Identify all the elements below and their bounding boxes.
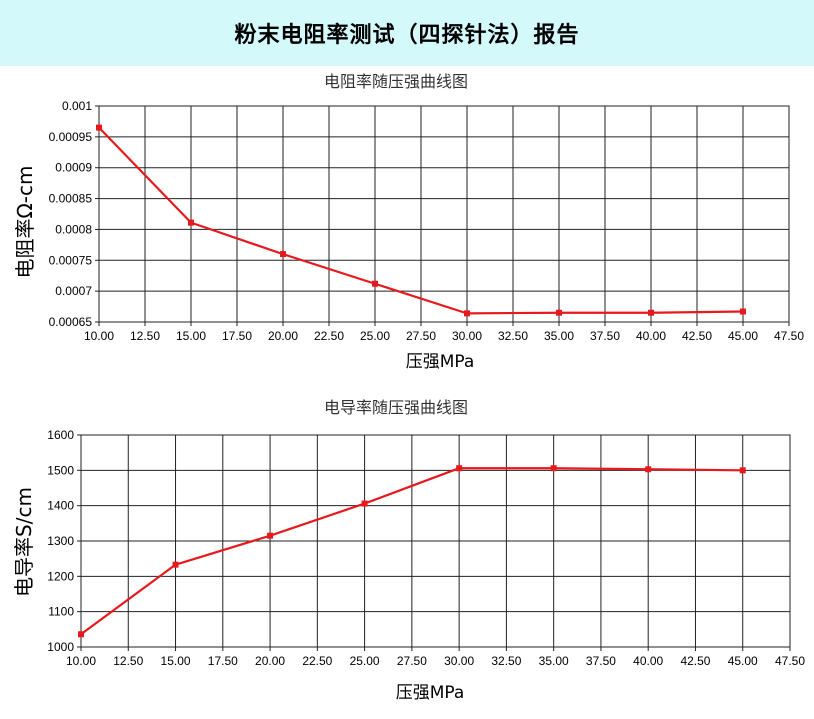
x-tick-label: 22.50	[302, 654, 332, 668]
x-tick-label: 27.50	[397, 654, 427, 668]
conductivity-chart: 电导率随压强曲线图 10.00 12.50 15.00 17.50 20.00 22.50…	[12, 398, 805, 703]
x-tick-label: 35.00	[539, 654, 569, 668]
x-tick-label: 27.50	[406, 329, 436, 343]
y-tick-label: 0.00085	[49, 192, 93, 206]
data-point	[456, 465, 463, 472]
x-tick-label: 32.50	[498, 329, 528, 343]
x-tick-label: 12.50	[113, 654, 143, 668]
y-tick-label: 0.00065	[49, 315, 93, 329]
x-tick-label: 10.00	[84, 329, 114, 343]
series-line	[98, 126, 744, 315]
data-point	[280, 251, 286, 258]
y-tick-label: 0.00095	[49, 130, 93, 144]
y-tick-label: 1000	[47, 640, 74, 654]
y-tick-label: 1300	[47, 534, 74, 548]
x-tick-label: 30.00	[452, 329, 482, 343]
x-tick-label: 30.00	[444, 654, 474, 668]
y-tick-label: 0.0007	[55, 284, 92, 298]
data-point	[96, 124, 102, 131]
x-tick-label: 37.50	[586, 654, 616, 668]
y-tick-label: 0.0008	[55, 222, 92, 236]
data-point	[550, 465, 557, 472]
y-tick-label: 0.001	[62, 99, 92, 113]
plot-area: 10.00 12.50 15.00 17.50 20.00 22.50 25.00 27.50…	[47, 428, 805, 668]
x-tick-label: 17.50	[208, 654, 238, 668]
x-tick-label: 45.00	[728, 329, 758, 343]
x-tick-label: 20.00	[255, 654, 285, 668]
x-tick-label: 15.00	[176, 329, 206, 343]
y-tick-label: 1600	[47, 428, 74, 442]
x-tick-label: 40.00	[633, 654, 663, 668]
data-point	[739, 467, 746, 474]
data-point	[556, 309, 562, 316]
x-axis-label: 压强MPa	[406, 352, 475, 372]
x-tick-label: 15.00	[161, 654, 191, 668]
x-tick-label: 40.00	[636, 329, 666, 343]
x-axis-label: 压强MPa	[396, 683, 465, 703]
x-tick-label: 25.00	[350, 654, 380, 668]
y-tick-label: 1200	[47, 569, 74, 583]
y-tick-label: 1500	[47, 463, 74, 477]
conductivity-chart-panel: 电导率随压强曲线图 10.00 12.50 15.00 17.50 20.00 22.50…	[0, 392, 814, 719]
x-tick-label: 22.50	[314, 329, 344, 343]
x-tick-label: 25.00	[360, 329, 390, 343]
x-tick-label: 17.50	[222, 329, 252, 343]
report-title: 粉末电阻率测试（四探针法）报告	[234, 23, 580, 48]
x-tick-label: 10.00	[66, 654, 96, 668]
series-line	[80, 467, 743, 636]
chart-title: 电导率随压强曲线图	[324, 398, 468, 417]
x-tick-label: 47.50	[775, 654, 805, 668]
x-tick-label: 47.50	[774, 329, 804, 343]
x-tick-label: 37.50	[590, 329, 620, 343]
x-tick-label: 42.50	[680, 654, 710, 668]
x-tick-label: 12.50	[130, 329, 160, 343]
x-tick-label: 20.00	[268, 329, 298, 343]
data-point	[267, 532, 274, 539]
resistivity-chart-panel: 电阻率随压强曲线图 10.00 12.50 15.00 17.50 20.00 22.50…	[0, 66, 814, 378]
plot-frame	[98, 105, 790, 323]
y-tick-label: 0.00075	[49, 253, 93, 267]
x-tick-label: 45.00	[728, 654, 758, 668]
x-tick-label: 32.50	[491, 654, 521, 668]
data-point	[648, 309, 654, 316]
resistivity-chart: 电阻率随压强曲线图 10.00 12.50 15.00 17.50 20.00 22.50…	[13, 72, 805, 372]
data-point	[372, 280, 378, 287]
y-tick-label: 0.0009	[55, 161, 92, 175]
data-point	[464, 310, 470, 317]
y-tick-label: 1100	[48, 605, 74, 619]
data-point	[740, 308, 746, 315]
y-tick-label: 1400	[47, 499, 74, 513]
data-point	[78, 631, 84, 638]
chart-title: 电阻率随压强曲线图	[324, 72, 468, 91]
data-point	[645, 466, 652, 473]
report-header: 粉末电阻率测试（四探针法）报告	[0, 0, 814, 66]
plot-area: 10.00 12.50 15.00 17.50 20.00 22.50 25.00 27.50…	[49, 99, 805, 343]
y-axis-label: 电阻率Ω-cm	[13, 166, 37, 279]
x-tick-label: 35.00	[544, 329, 574, 343]
plot-frame	[80, 434, 791, 648]
x-tick-label: 42.50	[682, 329, 712, 343]
y-axis-label: 电导率S/cm	[12, 487, 36, 597]
data-point	[361, 500, 368, 507]
data-point	[188, 219, 194, 226]
data-point	[172, 561, 179, 568]
